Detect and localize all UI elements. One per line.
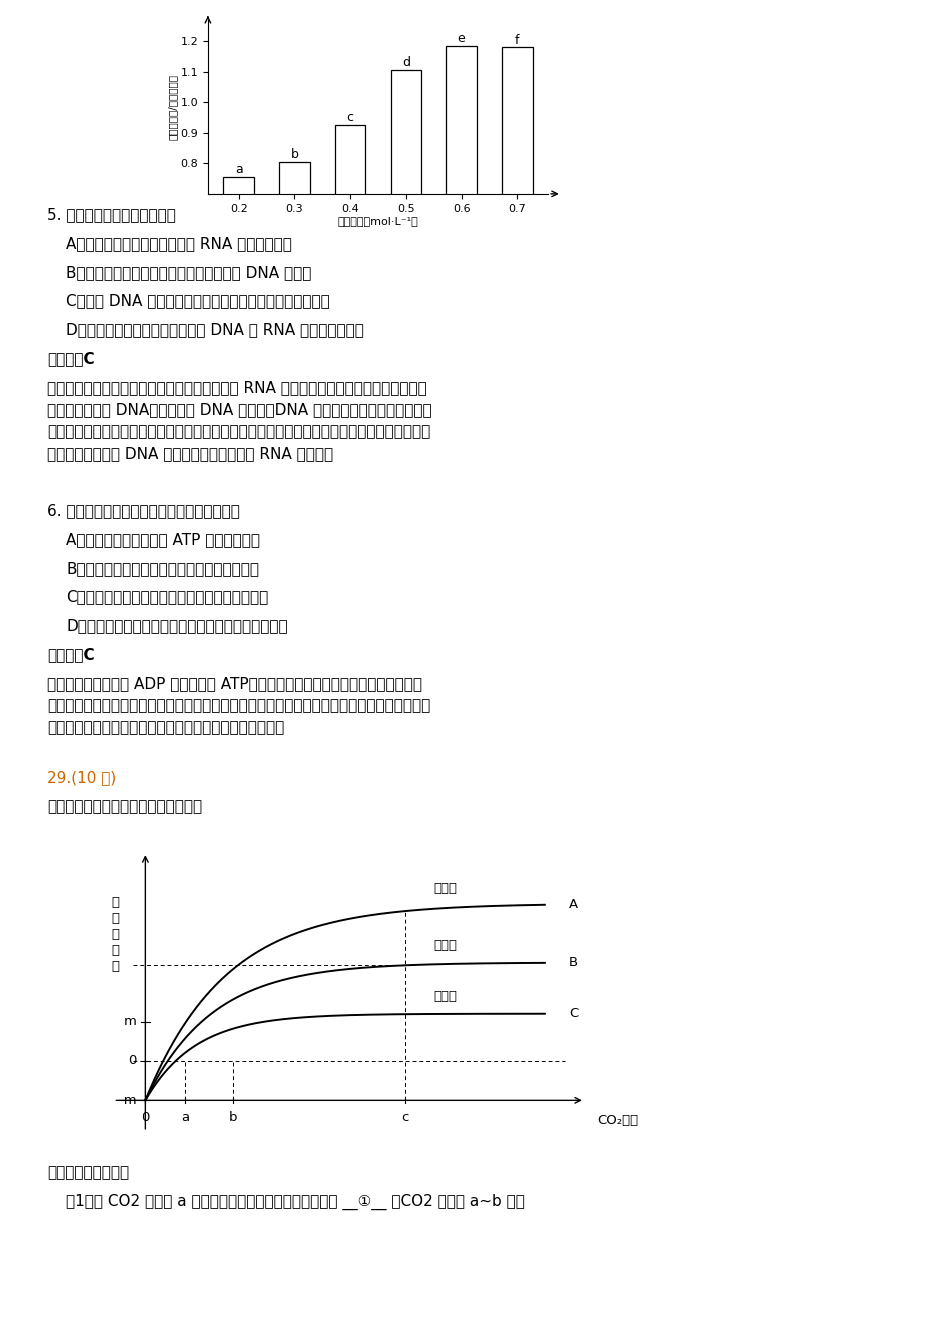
Bar	[223, 176, 254, 408]
Bar	[390, 71, 421, 408]
Text: （1）当 CO2 浓度为 a 时，高光强下该植物的净光合速率为 __①__ 。CO2 浓度在 a~b 之间: （1）当 CO2 浓度为 a 时，高光强下该植物的净光合速率为 __①__ 。C…	[66, 1194, 525, 1210]
Text: CO₂浓度: CO₂浓度	[597, 1114, 637, 1127]
Text: 净
光
合
速
率: 净 光 合 速 率	[111, 896, 119, 972]
Text: d: d	[401, 56, 410, 70]
Text: 低光强: 低光强	[432, 989, 457, 1003]
Text: 【解析】光反应利用 ADP 和磷酸合成 ATP；叶绿素等吸收光能不需要酶的参与；人在
剧烈运动时无氧呼吸和有氧呼吸同时进行，无氧呼吸生成的乳酸在人体内不能再分解: 【解析】光反应利用 ADP 和磷酸合成 ATP；叶绿素等吸收光能不需要酶的参与；…	[47, 675, 430, 735]
Text: D．用甲基绿和吡罗红染色可观察 DNA 和 RNA 在细胞中的分布: D．用甲基绿和吡罗红染色可观察 DNA 和 RNA 在细胞中的分布	[66, 322, 363, 337]
Bar	[334, 126, 365, 408]
Text: f: f	[514, 33, 519, 47]
Text: 5. 关于核酸的叙述，错误的是: 5. 关于核酸的叙述，错误的是	[47, 207, 176, 222]
Text: C: C	[568, 1007, 578, 1020]
Text: e: e	[457, 32, 465, 45]
Text: D．病毒核酸的复制需要宿主细胞的呼吸作用提供能量: D．病毒核酸的复制需要宿主细胞的呼吸作用提供能量	[66, 618, 288, 634]
Text: c: c	[346, 111, 353, 124]
Text: c: c	[401, 1111, 409, 1124]
X-axis label: 蔗糖浓度（mol·L⁻¹）: 蔗糖浓度（mol·L⁻¹）	[337, 217, 418, 226]
Text: A．磷酸是光反应中合成 ATP 所需的反应物: A．磷酸是光反应中合成 ATP 所需的反应物	[66, 532, 260, 547]
Text: 据图回答下列问题：: 据图回答下列问题：	[47, 1166, 129, 1181]
Text: b: b	[290, 148, 298, 160]
Text: A: A	[568, 898, 578, 912]
Text: 0: 0	[141, 1111, 149, 1124]
Text: m: m	[124, 1015, 137, 1028]
Text: 【答案】C: 【答案】C	[47, 350, 94, 366]
Text: C．人体在剧烈运动时所需的能量由乳酸分解提供: C．人体在剧烈运动时所需的能量由乳酸分解提供	[66, 590, 268, 604]
Text: 中光强: 中光强	[432, 940, 457, 952]
Bar	[446, 45, 477, 408]
Text: b: b	[228, 1111, 237, 1124]
Text: 某植物净光合速率的变化趋势如图所示: 某植物净光合速率的变化趋势如图所示	[47, 800, 202, 814]
Text: 0: 0	[128, 1055, 137, 1067]
Text: 6. 关于光合作用和呼吸作用的叙述，错误的是: 6. 关于光合作用和呼吸作用的叙述，错误的是	[47, 503, 240, 519]
Text: 【解析】转录主要发生在细胞核中，该过程需要 RNA 聚合酶的催化；植物细胞的线粒体和
叶绿体中均含有 DNA，均可发生 DNA 的复制；DNA 分子中所含五碳糖: 【解析】转录主要发生在细胞核中，该过程需要 RNA 聚合酶的催化；植物细胞的线粒…	[47, 380, 431, 461]
Bar	[278, 162, 310, 408]
Y-axis label: 实验前长度/实验后长度: 实验前长度/实验后长度	[167, 74, 177, 140]
Text: 高光强: 高光强	[432, 882, 457, 894]
Text: -m: -m	[119, 1094, 137, 1107]
Text: a: a	[234, 163, 243, 176]
Text: B: B	[568, 956, 578, 969]
Text: A．细胞核中发生的转录过程有 RNA 聚合酶的参与: A．细胞核中发生的转录过程有 RNA 聚合酶的参与	[66, 235, 292, 251]
Text: C．双链 DNA 分子中一条链上磷酸和核糖是通过氢键连接的: C．双链 DNA 分子中一条链上磷酸和核糖是通过氢键连接的	[66, 293, 329, 309]
Text: 【答案】C: 【答案】C	[47, 647, 94, 662]
Bar	[501, 48, 532, 408]
Text: B．植物细胞的线粒体和叶绿体中均可发生 DNA 的复制: B．植物细胞的线粒体和叶绿体中均可发生 DNA 的复制	[66, 265, 312, 279]
Text: B．光合作用中叶绿素吸收光能不需要酶的参与: B．光合作用中叶绿素吸收光能不需要酶的参与	[66, 560, 259, 576]
Text: 29.(10 分): 29.(10 分)	[47, 770, 116, 786]
Text: a: a	[181, 1111, 189, 1124]
